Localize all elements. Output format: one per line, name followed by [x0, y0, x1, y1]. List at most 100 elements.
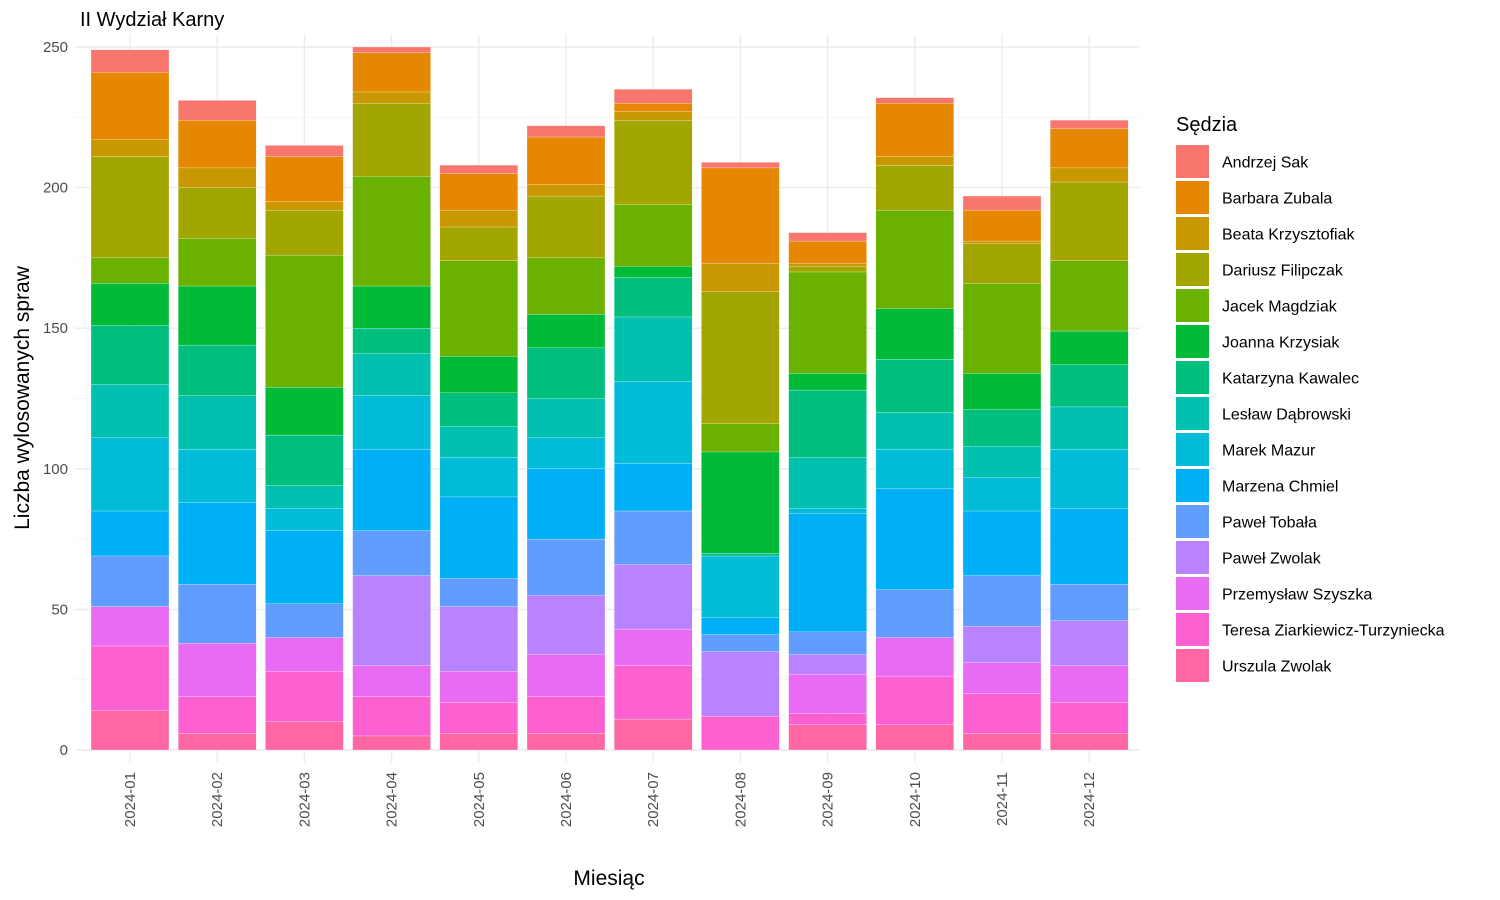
- bar-segment: [962, 240, 1042, 244]
- y-tick-label: 100: [43, 461, 68, 478]
- x-tick-label: 2024-10: [907, 772, 924, 827]
- bar-segment: [701, 291, 780, 424]
- legend-key: [1176, 217, 1209, 250]
- bar-segment: [875, 589, 954, 638]
- bar-segment: [788, 240, 867, 264]
- legend-label: Marek Mazur: [1222, 443, 1316, 460]
- bar-segment: [352, 46, 431, 53]
- bar-segment: [701, 167, 780, 264]
- bar-segment: [526, 347, 606, 399]
- legend-key: [1176, 613, 1209, 646]
- bar-segment: [265, 145, 344, 157]
- bar-segment: [526, 136, 606, 185]
- bar-segment: [788, 713, 867, 725]
- bar-segment: [788, 266, 867, 273]
- legend-label: Przemysław Szyszka: [1222, 587, 1372, 604]
- bar-segment: [90, 710, 170, 751]
- bar-segment: [265, 156, 344, 202]
- bar-segment: [614, 463, 693, 512]
- bar-segment: [875, 676, 954, 725]
- bar-segment: [1050, 181, 1129, 261]
- x-axis-title: Miesiąc: [573, 867, 644, 890]
- chart-title: II Wydział Karny: [80, 9, 224, 31]
- y-tick-label: 0: [60, 742, 68, 759]
- bar-segment: [526, 654, 606, 697]
- bar-segment: [90, 510, 170, 557]
- bar-segment: [962, 243, 1042, 284]
- bar-segment: [1050, 733, 1129, 751]
- bar-segment: [439, 702, 518, 734]
- bar-segment: [90, 606, 170, 647]
- bar-segment: [178, 285, 257, 346]
- bar-segment: [526, 696, 606, 734]
- bar-segment: [439, 209, 518, 228]
- legend-key: [1176, 397, 1209, 430]
- legend-key: [1176, 253, 1209, 286]
- x-tick-label: 2024-07: [645, 772, 662, 827]
- bar-segment: [614, 277, 693, 318]
- legend-key: [1176, 505, 1209, 538]
- bar-segment: [875, 209, 954, 309]
- bar-segment: [614, 381, 693, 464]
- bar-segment: [265, 637, 344, 672]
- bar-segment: [962, 510, 1042, 576]
- bar-segment: [788, 457, 867, 509]
- legend-label: Katarzyna Kawalec: [1222, 371, 1359, 388]
- bar-segment: [90, 257, 170, 284]
- bar-segment: [352, 103, 431, 177]
- bar-segment: [1050, 128, 1129, 169]
- y-tick-label: 200: [43, 180, 68, 197]
- bar-segment: [701, 451, 780, 554]
- bar-segment: [962, 446, 1042, 478]
- bar-segment: [439, 356, 518, 394]
- bar-segment: [701, 553, 780, 557]
- x-tick-label: 2024-04: [384, 772, 401, 827]
- bar-segment: [352, 735, 431, 751]
- bar-segment: [439, 671, 518, 703]
- bar-segment: [90, 555, 170, 607]
- bar-segment: [614, 103, 693, 112]
- y-tick-label: 50: [51, 601, 68, 618]
- bar-segment: [439, 457, 518, 498]
- bar-segment: [788, 232, 867, 242]
- bar-segment: [178, 187, 257, 239]
- legend-label: Urszula Zwolak: [1222, 659, 1332, 676]
- bars-layer: [90, 46, 1129, 751]
- bar-segment: [1050, 119, 1129, 129]
- bar-segment: [788, 654, 867, 675]
- bar-segment: [178, 395, 257, 450]
- bar-segment: [265, 201, 344, 211]
- bar-segment: [962, 209, 1042, 242]
- bar-segment: [90, 156, 170, 259]
- bar-segment: [439, 426, 518, 458]
- bar-segment: [439, 226, 518, 261]
- bar-segment: [788, 271, 867, 374]
- legend-title: Sędzia: [1176, 114, 1238, 136]
- bar-segment: [875, 724, 954, 751]
- bar-segment: [875, 103, 954, 157]
- bar-segment: [526, 733, 606, 751]
- bar-segment: [614, 718, 693, 751]
- bar-segment: [439, 578, 518, 607]
- bar-segment: [526, 257, 606, 315]
- bar-segment: [526, 437, 606, 469]
- bar-segment: [178, 583, 257, 644]
- bar-segment: [875, 308, 954, 360]
- bar-segment: [1050, 508, 1129, 585]
- bar-segment: [875, 637, 954, 678]
- bar-segment: [178, 733, 257, 751]
- bar-segment: [701, 617, 780, 635]
- bar-segment: [178, 100, 257, 121]
- bar-segment: [1050, 448, 1129, 509]
- legend-label: Dariusz Filipczak: [1222, 263, 1344, 280]
- bar-segment: [701, 423, 780, 453]
- y-tick-label: 150: [43, 320, 68, 337]
- bar-segment: [526, 468, 606, 540]
- bar-segment: [614, 316, 693, 382]
- bar-segment: [526, 595, 606, 655]
- bar-segment: [352, 285, 431, 329]
- bar-segment: [962, 575, 1042, 627]
- bar-segment: [875, 359, 954, 413]
